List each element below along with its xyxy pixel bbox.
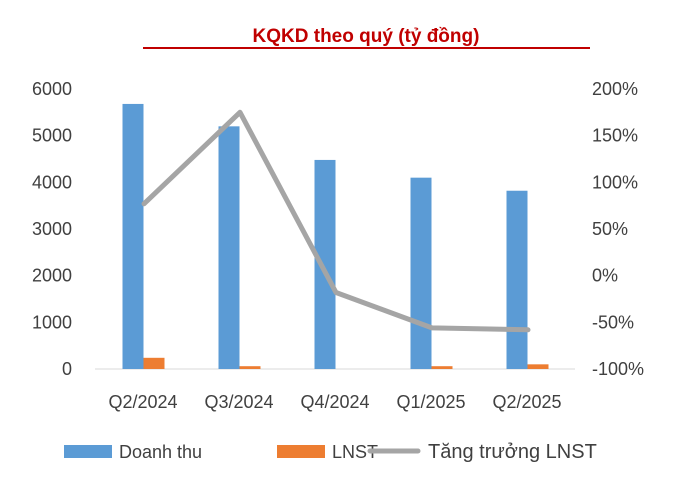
profit-bar [143, 357, 165, 369]
category-label: Q1/2025 [396, 392, 465, 412]
category-labels: Q2/2024 Q3/2024 Q4/2024 Q1/2025 Q2/2025 [108, 392, 561, 412]
left-tick-label: 0 [62, 359, 72, 379]
legend-swatch [277, 445, 325, 458]
legend-growth: Tăng trưởng LNST [367, 441, 597, 463]
revenue-bar [122, 103, 144, 369]
right-tick-label: 50% [592, 219, 628, 239]
left-axis-ticks: 0 1000 2000 3000 4000 5000 6000 [32, 79, 72, 379]
revenue-bar [314, 159, 336, 369]
profit-bar [431, 366, 453, 369]
left-tick-label: 5000 [32, 126, 72, 146]
category-label: Q2/2024 [108, 392, 177, 412]
legend: Doanh thu LNST Tăng trưởng LNST [64, 441, 597, 463]
profit-bar [239, 366, 261, 369]
left-tick-label: 1000 [32, 312, 72, 332]
revenue-bar [410, 177, 432, 369]
right-tick-label: 200% [592, 79, 638, 99]
left-tick-label: 3000 [32, 219, 72, 239]
chart-title: KQKD theo quý (tỷ đồng) [253, 26, 480, 47]
legend-profit: LNST [277, 442, 378, 462]
right-tick-label: -50% [592, 312, 634, 332]
category-label: Q2/2025 [492, 392, 561, 412]
right-tick-label: 150% [592, 126, 638, 146]
left-tick-label: 6000 [32, 79, 72, 99]
growth-line [141, 109, 531, 333]
right-tick-label: -100% [592, 359, 644, 379]
left-tick-label: 2000 [32, 266, 72, 286]
right-tick-label: 0% [592, 266, 618, 286]
profit-bar [527, 364, 549, 369]
revenue-bar [218, 126, 240, 369]
legend-label: LNST [332, 442, 378, 462]
line-series-group [141, 109, 531, 333]
bars-group [122, 103, 549, 369]
revenue-bar [506, 190, 528, 369]
left-tick-label: 4000 [32, 172, 72, 192]
legend-swatch [64, 445, 112, 458]
right-axis-ticks: -100% -50% 0% 50% 100% 150% 200% [592, 79, 644, 379]
legend-label: Doanh thu [119, 442, 202, 462]
legend-label: Tăng trưởng LNST [428, 441, 597, 463]
category-label: Q3/2024 [204, 392, 273, 412]
legend-revenue: Doanh thu [64, 442, 202, 462]
right-tick-label: 100% [592, 172, 638, 192]
category-label: Q4/2024 [300, 392, 369, 412]
